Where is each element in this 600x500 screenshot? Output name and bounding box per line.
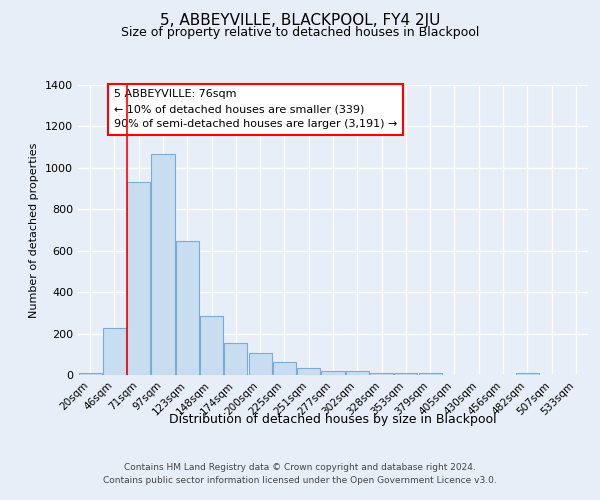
Y-axis label: Number of detached properties: Number of detached properties [29,142,40,318]
Text: 5 ABBEYVILLE: 76sqm
← 10% of detached houses are smaller (339)
90% of semi-detac: 5 ABBEYVILLE: 76sqm ← 10% of detached ho… [114,90,397,129]
Bar [346,371,369,375]
Bar [516,373,539,375]
Bar [297,368,320,375]
Text: Distribution of detached houses by size in Blackpool: Distribution of detached houses by size … [169,412,497,426]
Text: 5, ABBEYVILLE, BLACKPOOL, FY4 2JU: 5, ABBEYVILLE, BLACKPOOL, FY4 2JU [160,12,440,28]
Bar [79,373,101,375]
Bar [151,154,175,375]
Bar [248,353,272,375]
Text: Contains HM Land Registry data © Crown copyright and database right 2024.: Contains HM Land Registry data © Crown c… [124,464,476,472]
Bar [394,373,418,375]
Bar [103,328,126,375]
Text: Contains public sector information licensed under the Open Government Licence v3: Contains public sector information licen… [103,476,497,485]
Bar [370,373,393,375]
Bar [322,371,344,375]
Bar [176,242,199,375]
Bar [419,373,442,375]
Bar [224,343,247,375]
Bar [273,362,296,375]
Bar [200,316,223,375]
Text: Size of property relative to detached houses in Blackpool: Size of property relative to detached ho… [121,26,479,39]
Bar [127,182,150,375]
